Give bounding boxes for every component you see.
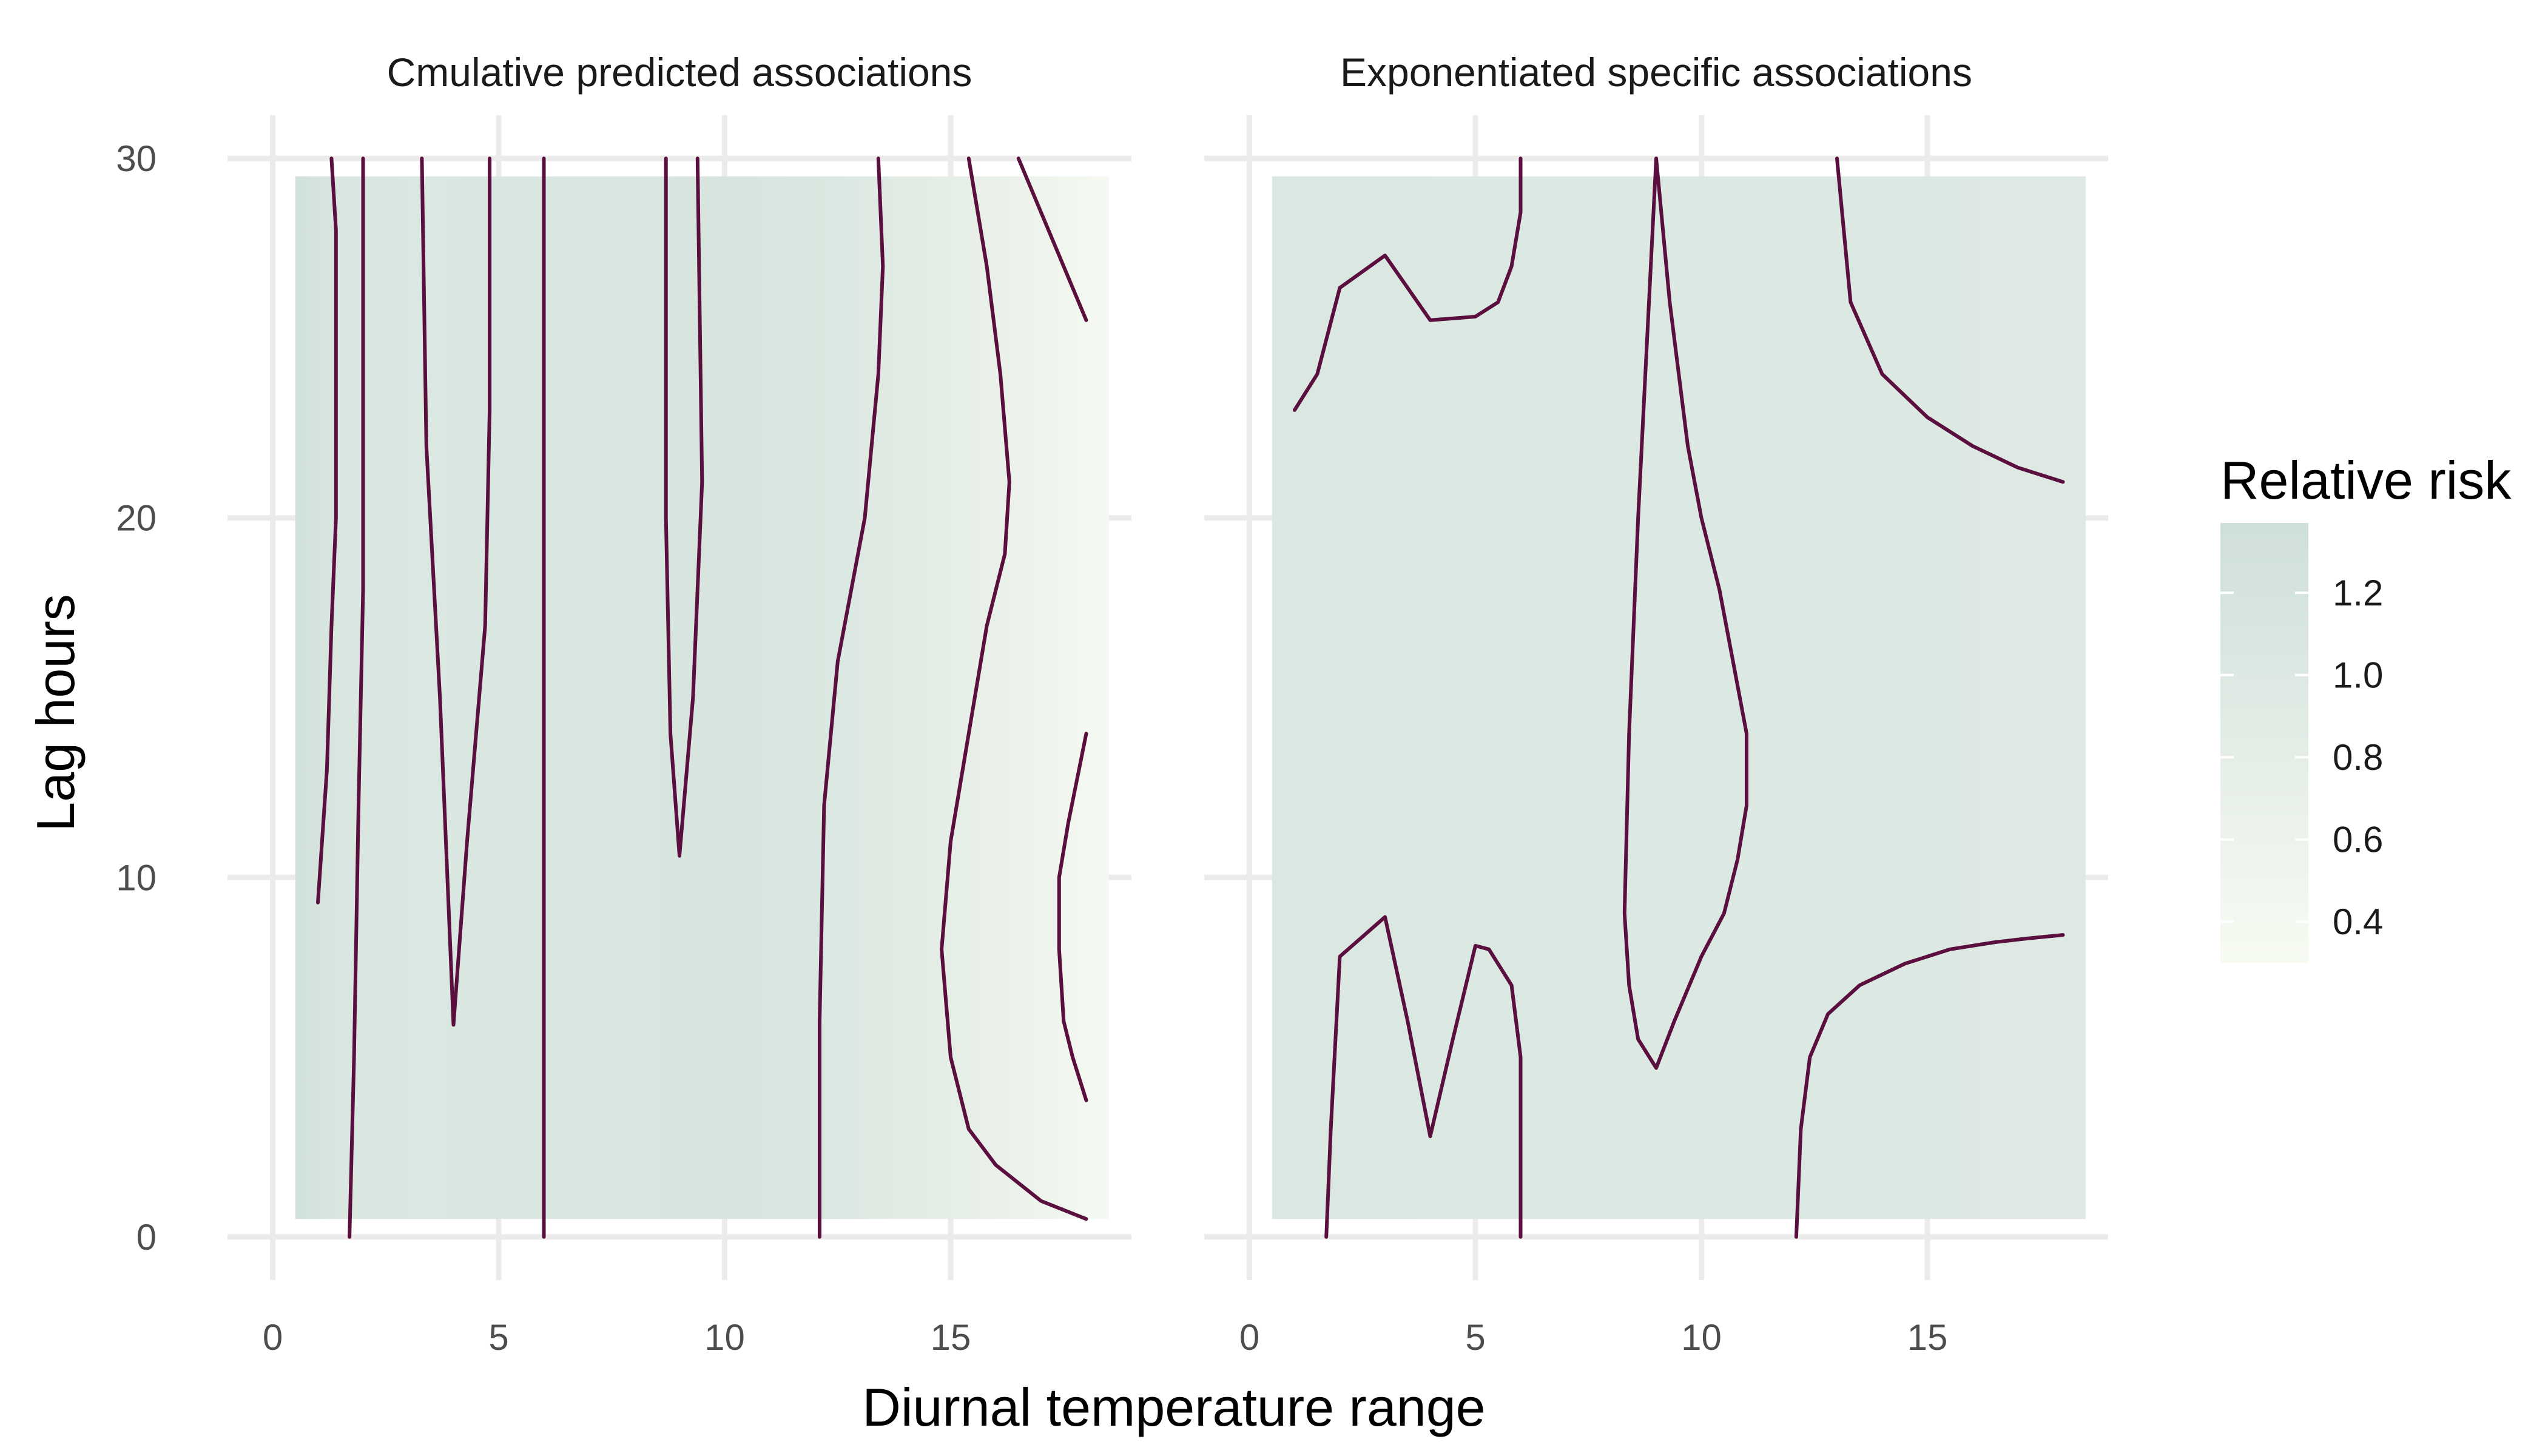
panel-1: Cmulative predicted associations 0 5 10 15 [228,50,1131,1358]
x-tick-label: 15 [931,1317,971,1358]
legend-ticks: 1.2 1.0 0.8 0.6 0.4 [2220,573,2383,942]
legend: Relative risk 1.2 1.0 0.8 0.6 0.4 [2220,450,2512,963]
y-tick-label: 0 [136,1217,157,1258]
contour-line [1324,915,1523,1239]
x-tick-label: 10 [1681,1317,1722,1358]
contour-line [1057,732,1088,1102]
x-tick-label: 5 [488,1317,508,1358]
contour-line [1794,933,2065,1239]
y-axis-title: Lag hours [25,594,86,831]
contour-line [1622,157,1748,1070]
legend-label: 0.4 [2333,902,2383,942]
contour-line [664,157,704,858]
x-tick-label: 5 [1465,1317,1485,1358]
heatmap-tile [295,176,1109,1219]
facet-title: Exponentiated specific associations [1340,50,1972,95]
contour-line [348,157,365,1239]
x-tick-label: 10 [704,1317,745,1358]
contour-line [1293,157,1523,412]
legend-label: 1.0 [2333,655,2383,696]
legend-label: 0.6 [2333,820,2383,860]
heatmap-tile [1272,176,2086,1219]
contour-line [1016,157,1088,322]
contour-line [1835,157,2065,484]
legend-label: 0.8 [2333,737,2383,778]
facet-title: Cmulative predicted associations [387,50,972,95]
x-tick-label: 0 [263,1317,283,1358]
contour-line [940,157,1088,1221]
panel-2: Exponentiated specific associations 0 5 10 1… [1204,50,2108,1358]
legend-label: 1.2 [2333,573,2383,613]
y-tick-label: 30 [116,138,157,179]
x-tick-label: 0 [1239,1317,1259,1358]
y-tick-label: 20 [116,498,157,539]
legend-colorbar [2220,523,2308,963]
legend-title: Relative risk [2220,450,2512,510]
x-tick-label: 15 [1907,1317,1948,1358]
x-axis-title: Diurnal temperature range [862,1377,1485,1437]
y-tick-label: 10 [116,857,157,898]
contour-line [420,157,492,1027]
contour-line [818,157,885,1239]
contour-line [316,157,338,905]
